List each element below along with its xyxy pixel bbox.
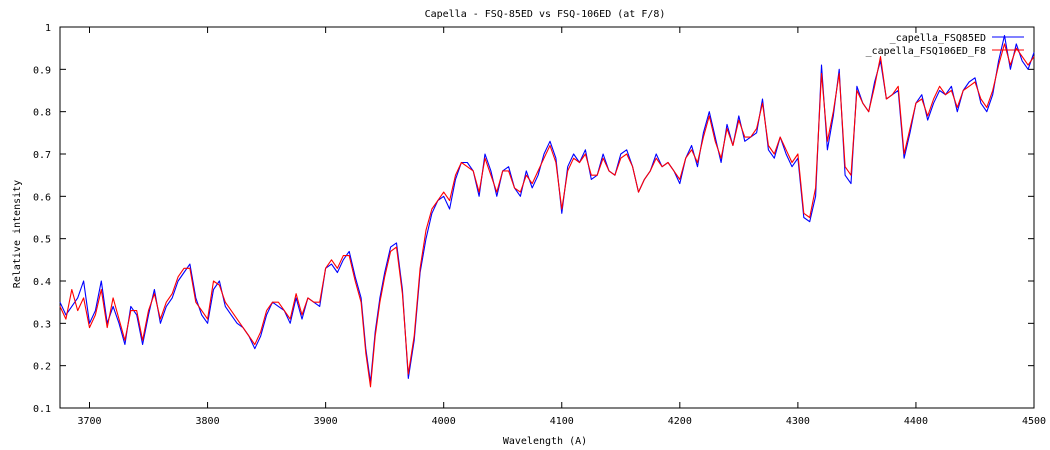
series-line-fsq85ed <box>59 34 1035 384</box>
y-tick-label: 0.9 <box>33 65 51 76</box>
y-axis-label: Relative intensity <box>12 180 23 288</box>
y-tick-label: 0.3 <box>33 319 51 330</box>
x-tick-label: 3900 <box>314 416 338 427</box>
x-tick-label: 4000 <box>432 416 456 427</box>
y-tick-label: 0.6 <box>33 192 51 203</box>
y-tick-label: 0.7 <box>33 150 51 161</box>
y-tick-label: 0.1 <box>33 404 51 415</box>
y-tick-label: 0.5 <box>33 235 51 246</box>
series-layer <box>59 34 1035 388</box>
axis-ticks: 3700 3800 3900 4000 4100 4200 4300 4400 4500 0.1 0… <box>33 23 1046 427</box>
legend: _capella_FSQ85ED _capella_FSQ106ED_F8 <box>866 33 1024 57</box>
y-tick-label: 0.4 <box>33 277 51 288</box>
plot-frame <box>59 26 1035 409</box>
chart-title: Capella - FSQ-85ED vs FSQ-106ED (at F/8) <box>425 9 666 20</box>
x-tick-label: 4500 <box>1022 416 1046 427</box>
y-tick-label: 0.8 <box>33 108 51 119</box>
y-tick-label: 1 <box>45 23 51 34</box>
x-tick-label: 4300 <box>786 416 810 427</box>
x-tick-label: 3800 <box>196 416 220 427</box>
x-axis-label: Wavelength (A) <box>503 436 587 447</box>
y-tick-label: 0.2 <box>33 362 51 373</box>
x-tick-label: 4100 <box>550 416 574 427</box>
plot-border <box>59 26 1035 409</box>
legend-label-fsq85ed: _capella_FSQ85ED <box>890 33 986 44</box>
series-line-fsq106ed <box>59 43 1035 388</box>
legend-label-fsq106ed: _capella_FSQ106ED_F8 <box>866 46 986 57</box>
x-tick-label: 3700 <box>77 416 101 427</box>
x-tick-label: 4400 <box>904 416 928 427</box>
x-tick-label: 4200 <box>668 416 692 427</box>
